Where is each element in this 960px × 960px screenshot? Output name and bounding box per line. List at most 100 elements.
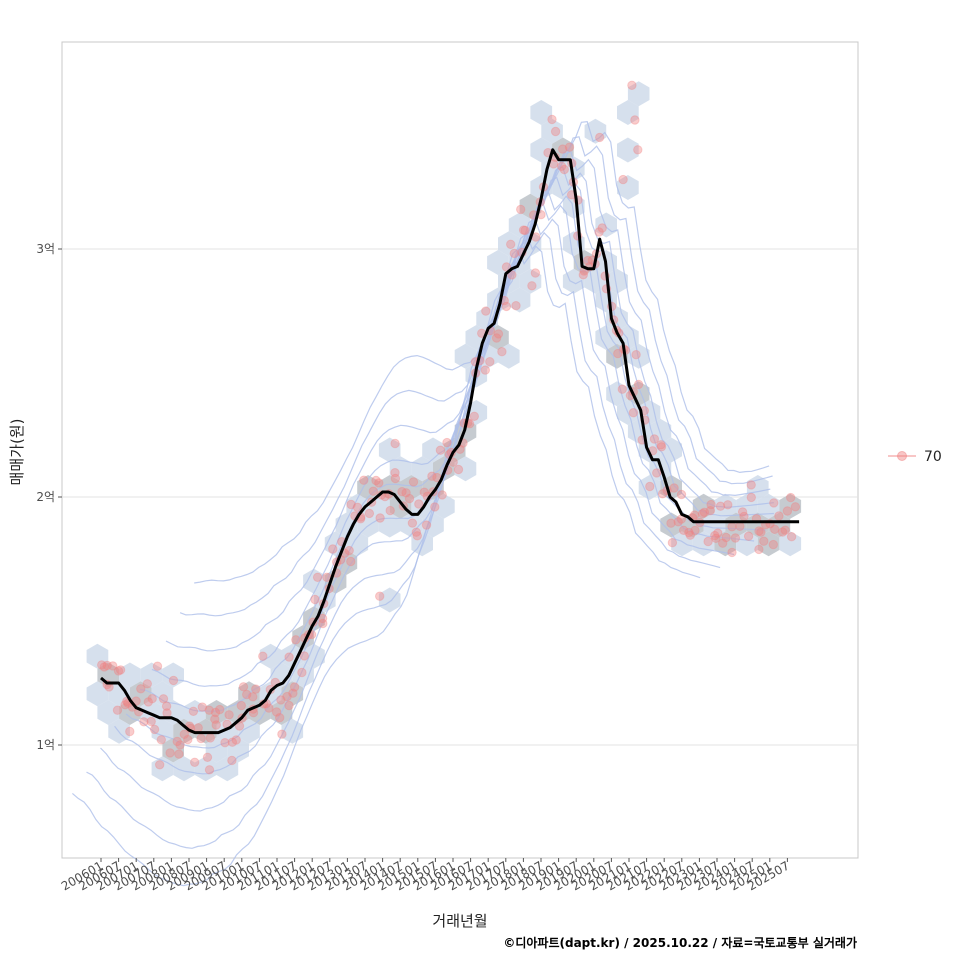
data-point	[530, 268, 541, 278]
hexbin	[606, 343, 628, 369]
data-point	[264, 703, 274, 713]
data-point	[328, 544, 338, 554]
hexbin	[487, 250, 509, 275]
data-point	[419, 487, 429, 497]
contour-line	[100, 217, 735, 812]
hexbin	[411, 456, 433, 482]
data-point	[210, 714, 220, 724]
y-axis-ticks: 1억 2억 3억	[36, 242, 62, 752]
data-point	[705, 506, 715, 516]
data-point	[299, 651, 309, 661]
data-point	[676, 489, 687, 500]
data-point	[652, 468, 662, 478]
hexbin	[389, 456, 412, 482]
hexbin	[119, 662, 141, 688]
trend-line-layer	[100, 148, 800, 735]
data-point	[143, 697, 154, 707]
data-point	[618, 174, 628, 185]
hexbin	[627, 81, 650, 107]
data-point	[481, 306, 491, 316]
data-point	[183, 734, 193, 745]
data-point	[276, 695, 286, 705]
data-point	[469, 411, 479, 421]
data-point	[277, 729, 287, 739]
hexbin	[422, 437, 444, 463]
hexbin	[779, 493, 802, 519]
contour-line	[151, 166, 774, 687]
data-point	[774, 511, 784, 521]
data-point	[777, 527, 788, 537]
hexbin	[736, 493, 758, 519]
data-point	[248, 692, 258, 702]
data-point	[746, 480, 756, 490]
data-point	[288, 688, 298, 698]
data-point	[497, 347, 507, 357]
hexbin	[562, 193, 585, 219]
hexbin	[541, 118, 563, 144]
data-point	[227, 755, 237, 766]
hexbin	[508, 287, 531, 313]
hexbin	[638, 475, 661, 500]
data-point	[730, 533, 741, 543]
data-point	[168, 675, 179, 686]
hexbin	[638, 400, 661, 425]
data-point	[770, 524, 780, 534]
data-point	[284, 700, 294, 711]
data-point	[364, 508, 375, 519]
data-point	[520, 225, 530, 236]
data-point	[179, 729, 190, 739]
data-point	[190, 757, 200, 767]
hexbin	[617, 100, 639, 125]
hexbin	[714, 493, 737, 519]
data-point	[516, 204, 526, 215]
x-axis-title: 거래년월	[432, 912, 487, 930]
data-point	[344, 545, 354, 556]
hexbin	[454, 343, 477, 369]
data-point	[231, 735, 241, 745]
hexbin	[346, 493, 369, 519]
data-point	[435, 445, 446, 455]
data-point	[158, 694, 169, 704]
hexbin	[617, 175, 639, 200]
hexbin	[324, 568, 347, 594]
data-point	[346, 499, 356, 510]
data-point	[559, 164, 569, 175]
data-point	[485, 357, 495, 367]
data-point	[401, 488, 411, 498]
data-point	[685, 530, 695, 540]
hexbin	[519, 268, 542, 294]
data-point	[718, 538, 728, 548]
data-point	[756, 527, 766, 537]
data-point	[790, 502, 801, 512]
data-point	[501, 262, 512, 272]
data-point	[453, 464, 464, 475]
data-point	[689, 510, 700, 520]
hexbin	[173, 718, 195, 744]
hexbin	[562, 268, 585, 294]
data-point	[368, 486, 378, 496]
data-point	[205, 733, 216, 743]
data-point	[667, 538, 678, 548]
data-point	[673, 517, 683, 527]
data-point	[210, 707, 221, 718]
data-point	[594, 227, 604, 237]
data-point	[727, 522, 737, 532]
legend-label: 70	[924, 449, 942, 465]
data-point	[139, 717, 149, 727]
hexbin	[86, 643, 109, 669]
hexbin	[692, 493, 715, 519]
hexbin	[584, 268, 607, 294]
hexbin	[768, 512, 791, 538]
hexbin	[725, 512, 747, 538]
data-point	[649, 434, 660, 444]
data-point	[196, 733, 206, 744]
data-point	[275, 713, 285, 723]
y-tick-label-3: 3억	[36, 242, 55, 256]
data-point	[656, 442, 667, 452]
y-tick-label-1: 1억	[36, 738, 55, 752]
data-point	[390, 468, 400, 478]
hexbin	[205, 700, 228, 725]
contour-line	[140, 176, 774, 712]
data-point	[501, 301, 512, 312]
